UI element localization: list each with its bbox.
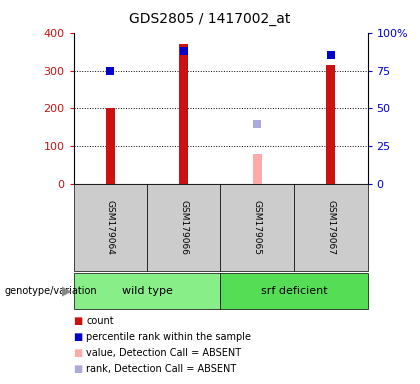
Text: GSM179064: GSM179064 [106,200,115,255]
Text: GSM179065: GSM179065 [253,200,262,255]
Text: value, Detection Call = ABSENT: value, Detection Call = ABSENT [86,348,241,358]
Text: genotype/variation: genotype/variation [4,286,97,296]
Bar [253,154,262,184]
Bar [326,65,335,184]
Text: percentile rank within the sample: percentile rank within the sample [86,332,251,342]
Text: ■: ■ [74,332,83,342]
Text: count: count [86,316,114,326]
Text: ▶: ▶ [62,285,71,297]
Text: GSM179067: GSM179067 [326,200,335,255]
Bar [106,109,115,184]
Bar [179,44,188,184]
Text: ■: ■ [74,316,83,326]
Text: srf deficient: srf deficient [261,286,327,296]
Text: ■: ■ [74,348,83,358]
Text: GDS2805 / 1417002_at: GDS2805 / 1417002_at [129,12,291,25]
Text: ■: ■ [74,364,83,374]
Text: GSM179066: GSM179066 [179,200,188,255]
Text: rank, Detection Call = ABSENT: rank, Detection Call = ABSENT [86,364,236,374]
Text: wild type: wild type [121,286,173,296]
